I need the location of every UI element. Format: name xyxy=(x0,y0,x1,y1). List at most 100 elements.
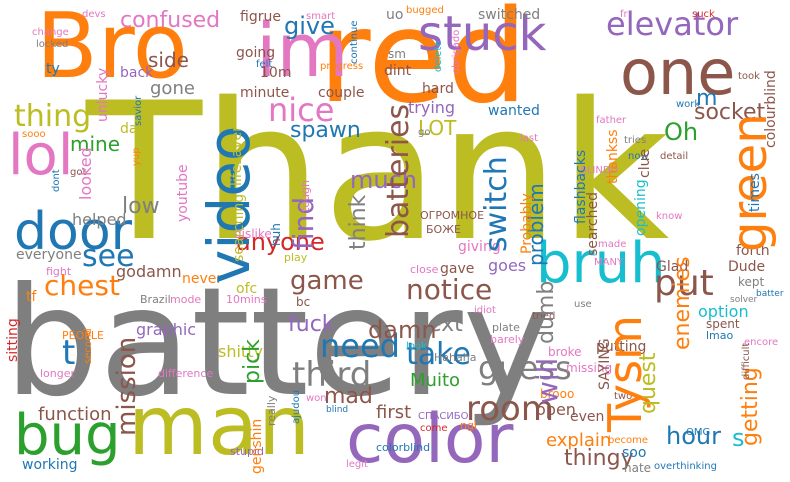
word-door: door xyxy=(14,202,133,262)
word-batter: idiot xyxy=(474,305,496,316)
word-broke: plate xyxy=(492,321,520,334)
word-use: tried xyxy=(532,311,556,322)
word-bugged: delete xyxy=(433,40,444,72)
word-dumb: dumb xyxy=(534,280,559,344)
word-need: need xyxy=(320,327,400,365)
word-savior: savior xyxy=(133,95,144,126)
word-lol: lol xyxy=(8,123,74,188)
word-socket: socket xyxy=(694,100,766,125)
word-mine: mine xyxy=(70,132,121,156)
word-made: batter xyxy=(756,289,784,299)
word-yup: got xyxy=(70,167,87,178)
word-now: go xyxy=(418,127,431,138)
word-switched: switched xyxy=(478,7,541,23)
word-mad: mad xyxy=(324,384,373,409)
word-stupid: ajudou xyxy=(291,389,302,424)
word-stuck: stuck xyxy=(418,6,547,62)
word-last: BLINDD xyxy=(580,165,619,176)
word-10m: 10m xyxy=(260,65,292,81)
word-devs: felt xyxy=(256,59,273,70)
word-bruh: bruh xyxy=(536,231,666,296)
word-kept: kept xyxy=(738,275,765,289)
word-10mins: play xyxy=(284,251,308,264)
word-ty: ty xyxy=(46,61,60,77)
word-color: color xyxy=(346,400,514,479)
word-s: s xyxy=(732,424,745,452)
word-see: see xyxy=(82,239,135,274)
word-hate: missing xyxy=(566,361,613,375)
word-difficult: OMG xyxy=(686,427,711,438)
word-longer: dont xyxy=(51,169,62,192)
word-batteries: batteries xyxy=(381,103,416,238)
word-pick: pick xyxy=(240,339,265,384)
word-first: first xyxy=(376,402,412,423)
word-explain: explain xyxy=(546,430,612,451)
word-flashbacks: flashbacks xyxy=(573,149,589,224)
word-figrue: figrue xyxy=(240,9,281,25)
word-even: hate xyxy=(624,461,652,475)
word-goes: goes xyxy=(488,256,527,275)
word-dude: Dude xyxy=(728,259,766,275)
word-fuck: fuck xyxy=(288,312,335,337)
word-omg: overthinking xyxy=(654,461,717,472)
word-dislike: tough xyxy=(299,180,312,212)
word-day: day xyxy=(120,121,146,137)
word-side: side xyxy=(148,48,189,72)
word-plate: colorblind xyxy=(376,441,431,454)
word-continue: obrigado xyxy=(451,29,462,74)
word-everyone: everyone xyxy=(16,247,82,263)
word-think: think xyxy=(346,194,371,250)
word-hard: hard xyxy=(422,81,454,97)
word-won: difficult xyxy=(741,342,752,380)
word-blindd: made xyxy=(598,239,627,250)
word-elevator: elevator xyxy=(606,5,739,43)
word-third: third xyxy=(292,355,372,395)
word-colourblind: colourblind xyxy=(763,70,779,148)
word-got: change xyxy=(32,27,69,38)
word-missing: barely xyxy=(490,333,525,346)
word-tf: tf xyxy=(26,289,37,305)
word-enemies: enemies xyxy=(670,256,695,350)
word-soo: brooo xyxy=(540,387,575,401)
word-next: next xyxy=(414,312,463,337)
word-mode: close xyxy=(410,263,439,276)
word-tough: spent xyxy=(706,317,740,331)
word-legit: second xyxy=(83,328,94,364)
word-gone: gone xyxy=(150,78,195,99)
word-going: going xyxy=(236,45,276,61)
word-give: give xyxy=(284,12,335,40)
word-lifesaver: lifesaver xyxy=(229,126,245,186)
word-low: low xyxy=(122,194,160,219)
word-red: red xyxy=(318,0,528,132)
word-lmao: soo xyxy=(622,445,647,461)
word-come: blind xyxy=(326,405,349,415)
word-chest: chest xyxy=(44,269,120,302)
word-switch: switch xyxy=(479,156,514,252)
word-fr: took xyxy=(738,71,760,82)
word-much: much xyxy=(350,166,417,194)
word-clue: clue xyxy=(637,148,653,178)
word-looked: looked xyxy=(76,147,95,200)
word-took: tries xyxy=(624,135,647,146)
word-bro: Bro xyxy=(36,0,188,99)
word-battery: battery xyxy=(4,256,552,430)
word-dudeee: gave xyxy=(440,261,475,277)
word-know: solver xyxy=(730,295,758,305)
word-shitty: shitty xyxy=(218,342,263,361)
word-brooo: broke xyxy=(548,345,582,359)
word-helped: helped xyxy=(72,210,127,229)
word-solver: use xyxy=(574,299,592,310)
word-spasibo: legit xyxy=(346,459,368,470)
word-mission: mission xyxy=(112,336,142,436)
word-open: open xyxy=(536,400,576,419)
word-play: БОЖЕ xyxy=(426,223,462,236)
word-uo: uo xyxy=(386,7,404,23)
word-barely: ngl xyxy=(460,419,478,432)
word-man: man xyxy=(128,379,311,474)
word-father: suck xyxy=(692,9,715,20)
word-hour: hour xyxy=(666,422,721,450)
word-ngl: stupid xyxy=(230,445,265,458)
word-option: option xyxy=(698,302,749,321)
word-minute: minute xyxy=(240,85,290,101)
